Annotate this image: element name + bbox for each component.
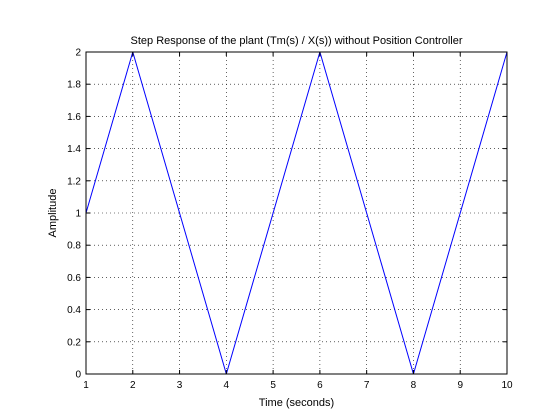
x-axis-label: Time (seconds) bbox=[259, 397, 334, 409]
y-tick-label: 1.4 bbox=[67, 144, 81, 155]
y-tick-labels: 0 0.2 0.4 0.6 0.8 1 1.2 1.4 1.6 1.8 2 bbox=[67, 48, 81, 381]
y-tick-label: 1.2 bbox=[67, 176, 81, 187]
chart-title: Step Response of the plant (Tm(s) / X(s)… bbox=[131, 35, 463, 47]
x-tick-label: 9 bbox=[457, 380, 463, 391]
series-layer bbox=[85, 51, 508, 375]
x-tick-label: 2 bbox=[130, 380, 136, 391]
y-tick-label: 0.2 bbox=[67, 337, 81, 348]
x-tick-label: 5 bbox=[270, 380, 276, 391]
x-tick-label: 6 bbox=[317, 380, 323, 391]
x-tick-label: 8 bbox=[411, 380, 417, 391]
x-tick-label: 7 bbox=[364, 380, 370, 391]
x-tick-label: 1 bbox=[83, 380, 89, 391]
axis-ticks bbox=[85, 51, 508, 375]
y-tick-label: 1 bbox=[75, 209, 81, 220]
y-tick-label: 0 bbox=[75, 370, 81, 381]
x-tick-labels: 1 2 3 4 5 6 7 8 9 10 bbox=[83, 380, 513, 391]
y-tick-label: 1.8 bbox=[67, 80, 81, 91]
y-tick-label: 0.8 bbox=[67, 241, 81, 252]
y-tick-label: 0.6 bbox=[67, 273, 81, 284]
y-tick-label: 0.4 bbox=[67, 305, 81, 316]
plot-area bbox=[86, 52, 507, 374]
y-axis-label: Amplitude bbox=[47, 189, 59, 238]
y-tick-label: 1.6 bbox=[67, 112, 81, 123]
y-tick-label: 2 bbox=[75, 48, 81, 59]
x-tick-label: 3 bbox=[177, 380, 183, 391]
x-tick-label: 4 bbox=[224, 380, 230, 391]
x-tick-label: 10 bbox=[501, 380, 513, 391]
series-line bbox=[85, 51, 508, 375]
